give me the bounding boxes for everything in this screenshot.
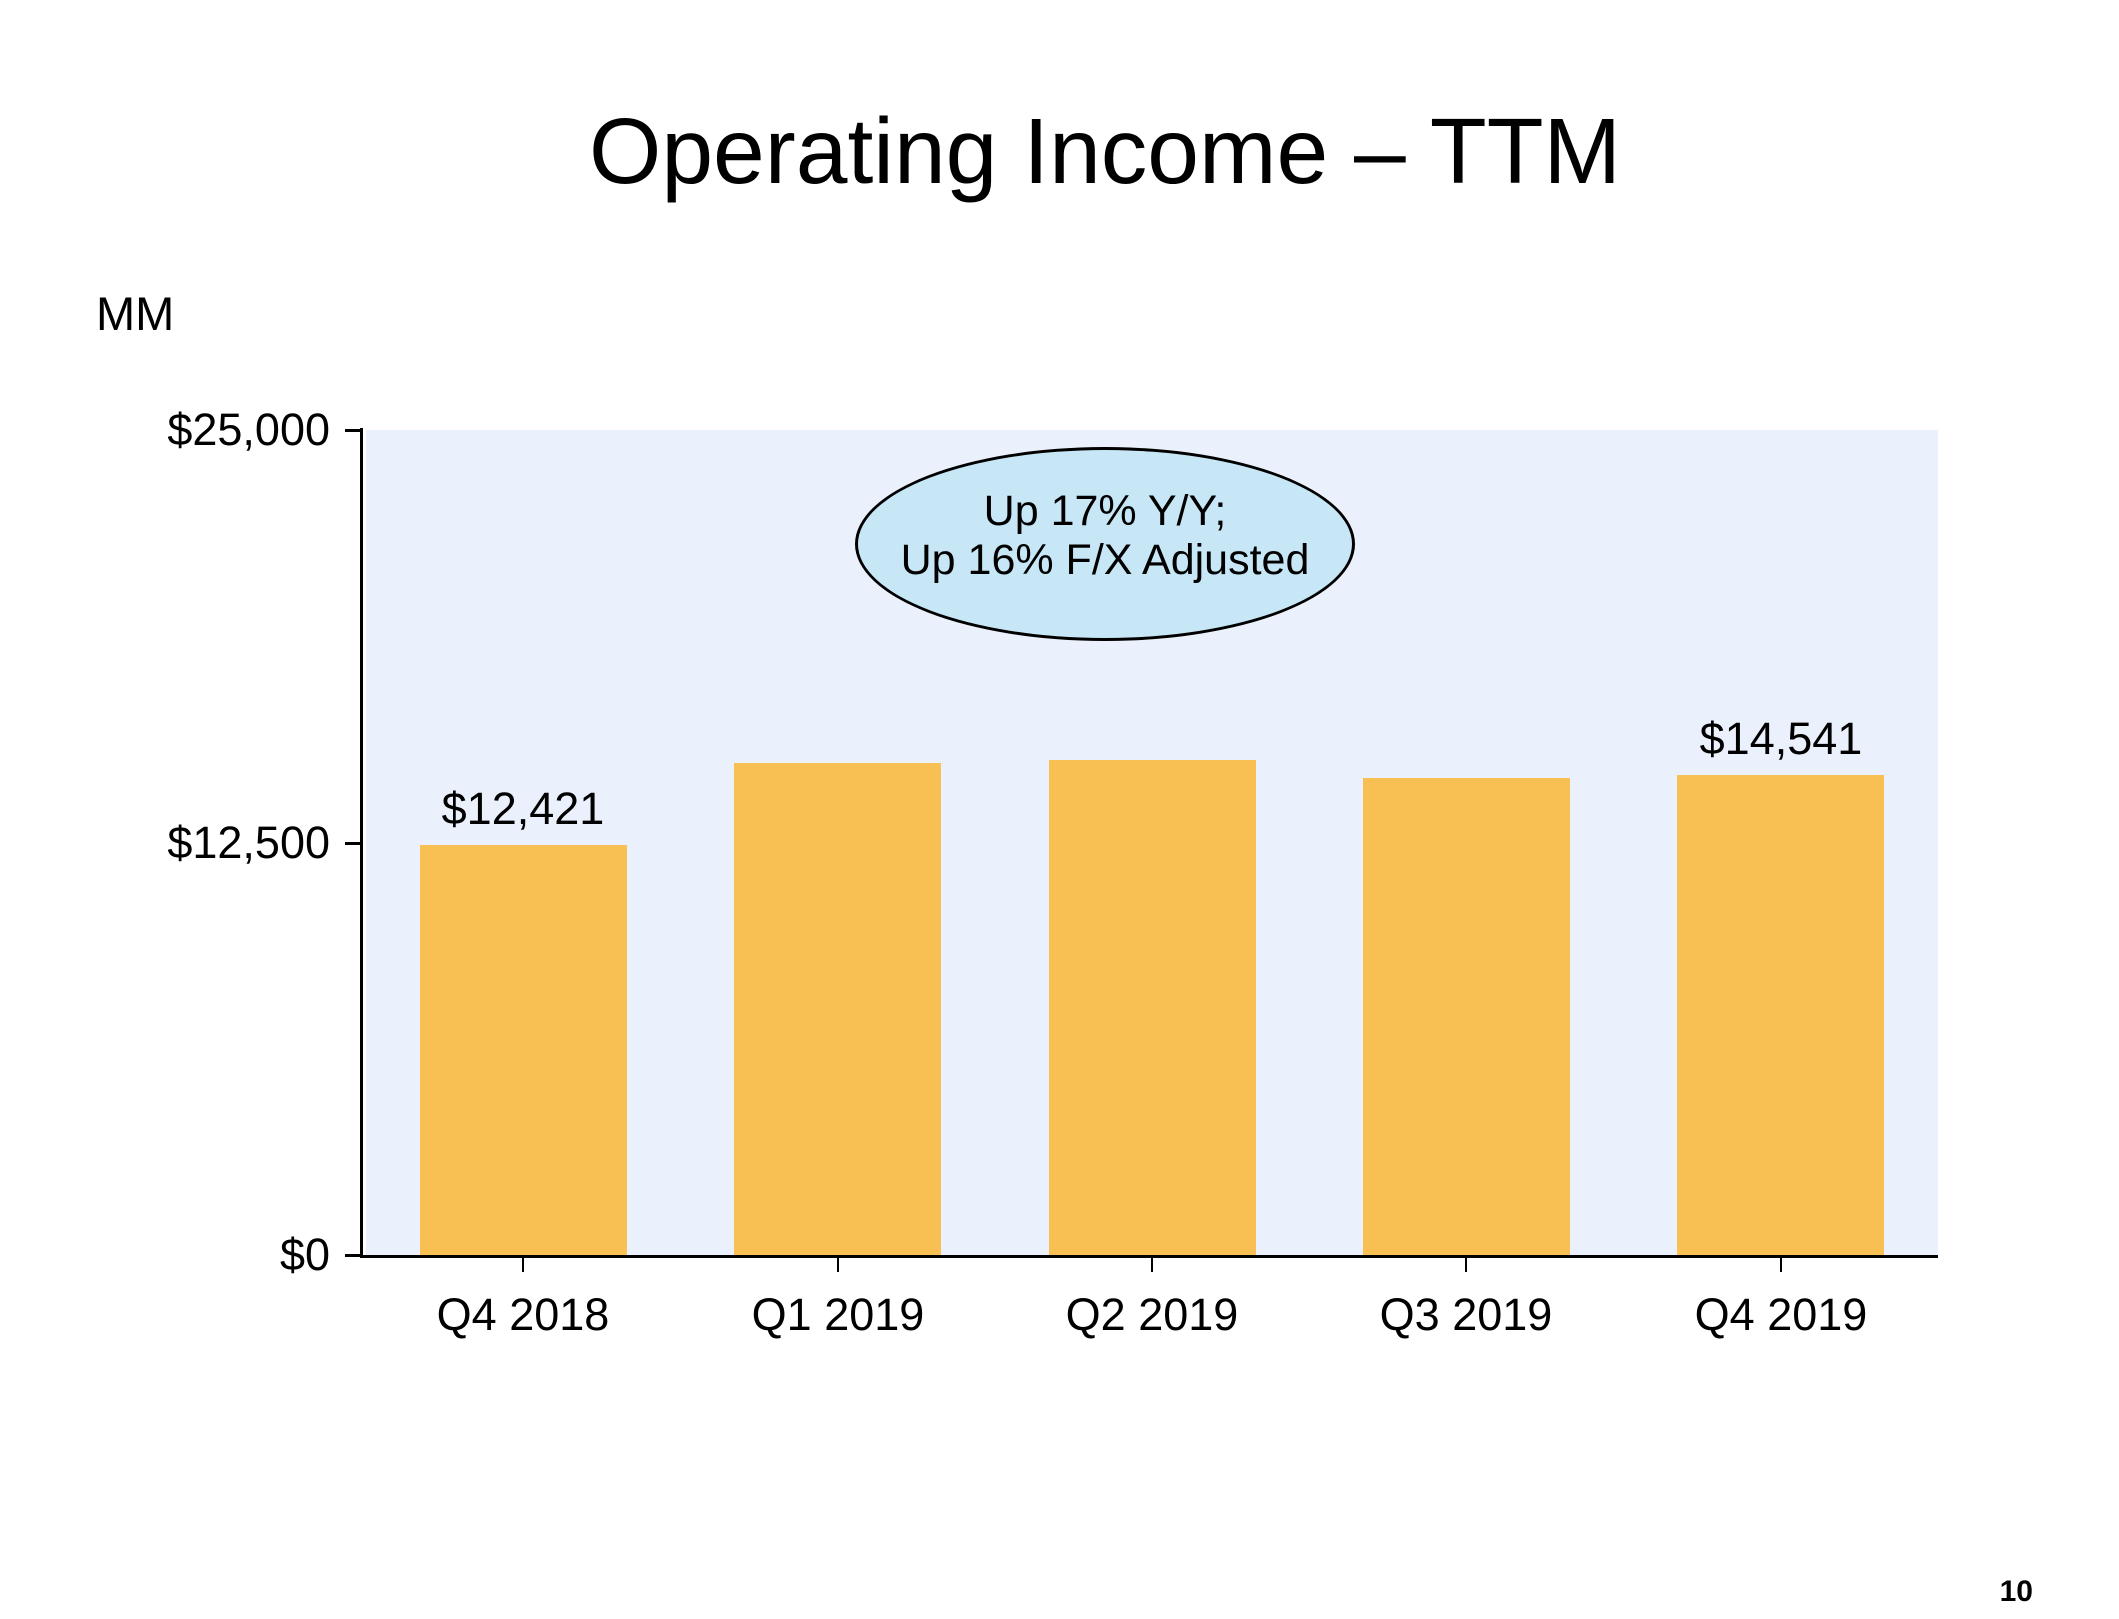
bar-q4-2018 bbox=[420, 845, 627, 1255]
bar-q3-2019 bbox=[1363, 778, 1570, 1255]
x-axis-line bbox=[360, 1255, 1938, 1258]
annotation-line-2: Up 16% F/X Adjusted bbox=[900, 536, 1310, 584]
chart-title: Operating Income – TTM bbox=[588, 99, 1622, 203]
bar-value-label-q4-2019: $14,541 bbox=[1699, 713, 1863, 764]
x-axis-label-q3-2019: Q3 2019 bbox=[1379, 1289, 1553, 1340]
x-axis-label-q2-2019: Q2 2019 bbox=[1065, 1289, 1239, 1340]
y-axis-label-0: $0 bbox=[279, 1229, 330, 1280]
x-tick-q4-2019 bbox=[1780, 1258, 1782, 1272]
y-axis-label-25000: $25,000 bbox=[167, 404, 330, 455]
x-tick-q3-2019 bbox=[1465, 1258, 1467, 1272]
x-tick-q4-2018 bbox=[522, 1258, 524, 1272]
x-axis-label-q4-2019: Q4 2019 bbox=[1694, 1289, 1868, 1340]
unit-label: MM bbox=[96, 287, 175, 340]
annotation-ellipse: Up 17% Y/Y; Up 16% F/X Adjusted bbox=[855, 447, 1355, 641]
bar-value-label-q4-2018: $12,421 bbox=[441, 783, 605, 834]
x-tick-q1-2019 bbox=[837, 1258, 839, 1272]
annotation-text: Up 17% Y/Y; Up 16% F/X Adjusted bbox=[901, 487, 1310, 585]
y-tick-25000 bbox=[345, 429, 361, 432]
page-number: 10 bbox=[1999, 1575, 2033, 1608]
x-axis-label-q4-2018: Q4 2018 bbox=[436, 1289, 610, 1340]
bar-q2-2019 bbox=[1049, 760, 1256, 1255]
annotation-line-1: Up 17% Y/Y; bbox=[983, 487, 1227, 535]
x-axis-label-q1-2019: Q1 2019 bbox=[751, 1289, 925, 1340]
y-tick-12500 bbox=[345, 842, 361, 845]
bar-q4-2019 bbox=[1677, 775, 1884, 1255]
x-tick-q2-2019 bbox=[1151, 1258, 1153, 1272]
bar-q1-2019 bbox=[734, 763, 941, 1255]
y-axis-line bbox=[360, 428, 363, 1258]
y-axis-label-12500: $12,500 bbox=[167, 817, 330, 868]
y-tick-0 bbox=[345, 1254, 361, 1257]
